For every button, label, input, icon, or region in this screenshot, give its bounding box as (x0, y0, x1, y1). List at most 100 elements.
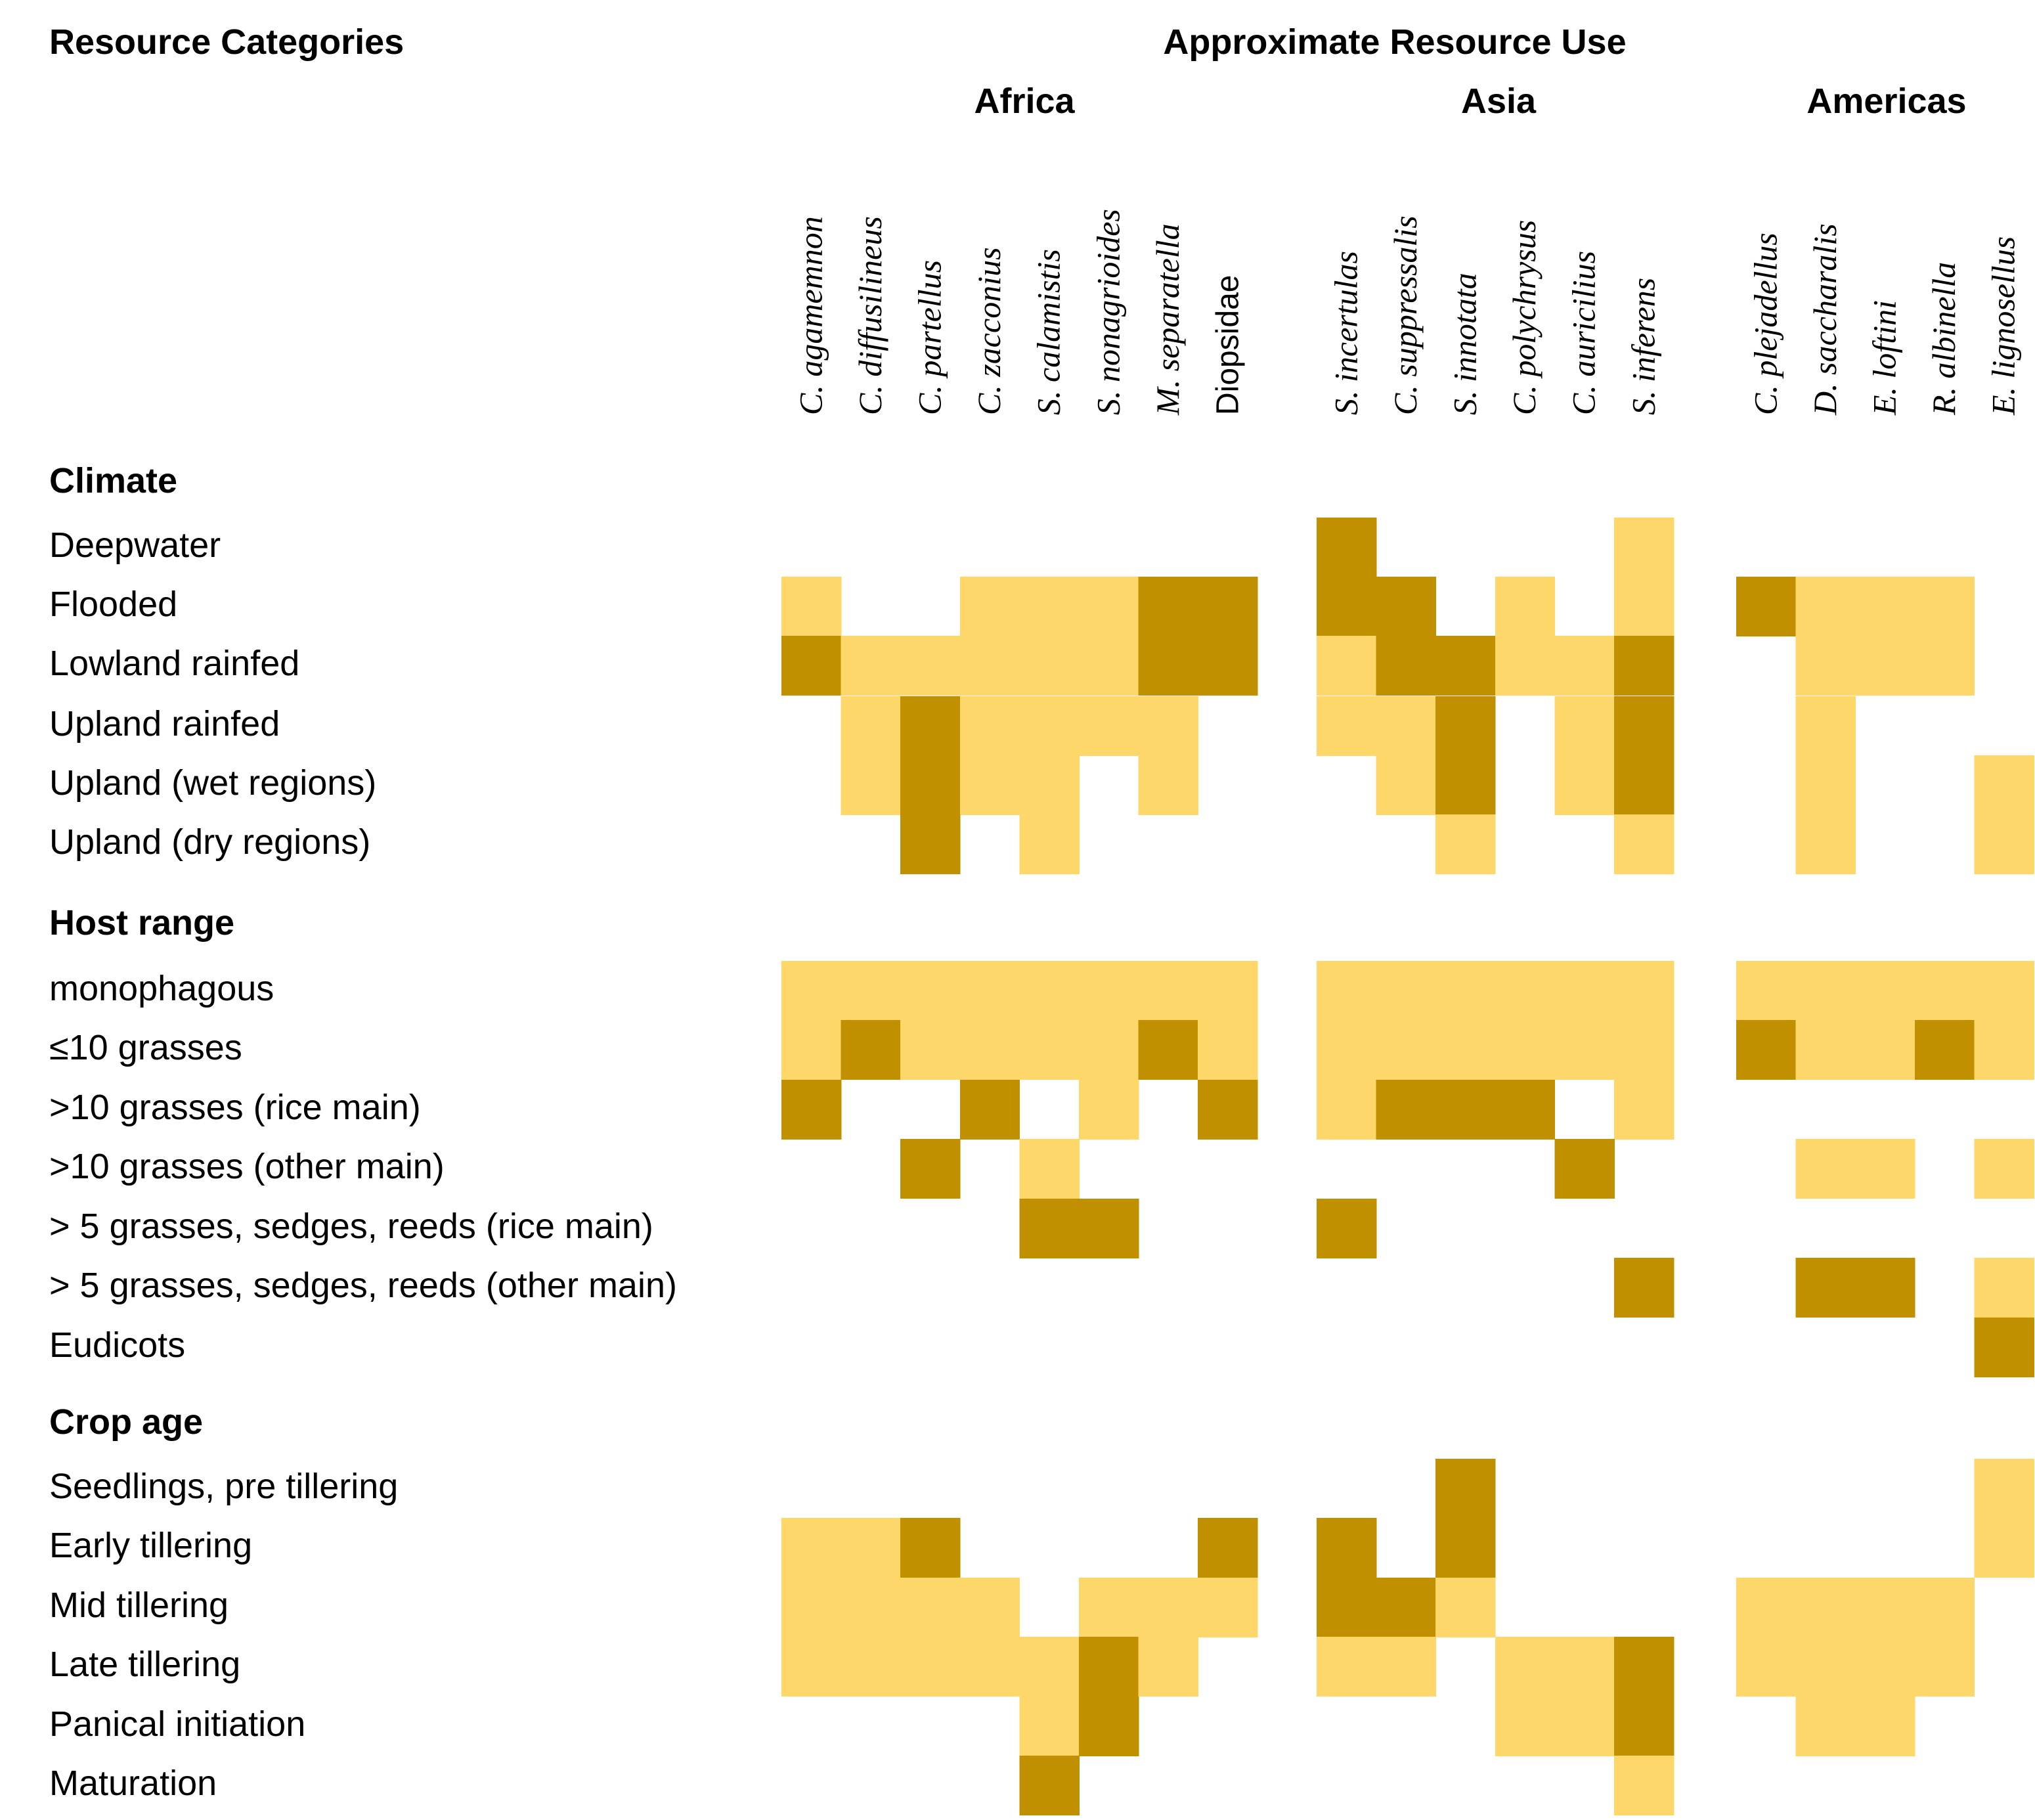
species-label-s-inferens: S. inferens (1625, 278, 1661, 415)
species-label-c-auricilius: C. auricilius (1565, 251, 1602, 415)
heatmap-cell (1795, 636, 1856, 696)
heatmap-cell (1317, 1578, 1377, 1637)
heatmap-cell (1435, 1578, 1496, 1637)
heatmap-cell (841, 755, 901, 815)
heatmap-cell (1317, 1637, 1377, 1697)
heatmap-cell (1795, 577, 1856, 636)
row-label-monophagous: monophagous (49, 969, 274, 1008)
heatmap-cell (1614, 961, 1674, 1021)
heatmap-cell (959, 755, 1020, 815)
heatmap-cell (900, 961, 961, 1021)
heatmap-cell (1855, 961, 1915, 1021)
heatmap-cell (1317, 1020, 1377, 1080)
heatmap-cell (1855, 1637, 1915, 1697)
heatmap-cell (1614, 1637, 1674, 1697)
heatmap-cell (1614, 1080, 1674, 1140)
heatmap-cell (1435, 1020, 1496, 1080)
heatmap-cell (1795, 1578, 1856, 1637)
heatmap-cell (1376, 1637, 1436, 1697)
heatmap-cell (781, 636, 842, 696)
heatmap-cell (1019, 814, 1080, 874)
species-label-s-nonagrioides: S. nonagrioides (1089, 209, 1126, 415)
row-label-panical-initiation: Panical initiation (49, 1704, 305, 1744)
heatmap-cell (1554, 696, 1615, 756)
heatmap-cell (1736, 577, 1797, 636)
heatmap-cell (1435, 636, 1496, 696)
heatmap-cell (1855, 577, 1915, 636)
region-label-americas: Americas (1806, 81, 1966, 121)
heatmap-cell (1376, 1578, 1436, 1637)
heatmap-cell (1317, 1199, 1377, 1258)
heatmap-cell (1495, 1080, 1556, 1140)
heatmap-cell (1198, 1518, 1258, 1578)
heatmap-cell (1079, 961, 1139, 1021)
group-header-climate: Climate (49, 461, 177, 500)
heatmap-cell (1317, 961, 1377, 1021)
heatmap-cell (1795, 1020, 1856, 1080)
species-label-c-agamemnon: C. agamemnon (792, 216, 829, 415)
heatmap-cell (1974, 1258, 2034, 1318)
heatmap-cell (1138, 961, 1198, 1021)
heatmap-cell (1317, 577, 1377, 636)
heatmap-cell (1974, 814, 2034, 874)
heatmap-cell (1855, 1697, 1915, 1756)
heatmap-cell (1198, 1020, 1258, 1080)
heatmap-cell (1019, 636, 1080, 696)
row-label-flooded: Flooded (49, 585, 177, 624)
heatmap-cell (959, 1080, 1020, 1140)
heatmap-cell (1376, 961, 1436, 1021)
region-label-africa: Africa (974, 81, 1075, 121)
heatmap-cell (1795, 1258, 1856, 1318)
row-label-10-grasses: ≤10 grasses (49, 1028, 242, 1067)
row-label-eudicots: Eudicots (49, 1325, 185, 1365)
group-header-host-range: Host range (49, 903, 234, 943)
heatmap-cell (1914, 1637, 1975, 1697)
row-label-maturation: Maturation (49, 1764, 217, 1803)
heatmap-cell (1435, 755, 1496, 815)
heatmap-cell (1019, 755, 1080, 815)
row-label-upland-rainfed: Upland rainfed (49, 704, 280, 744)
heatmap-cell (1495, 961, 1556, 1021)
heatmap-cell (1435, 961, 1496, 1021)
species-label-m-separatella: M. separatella (1149, 223, 1186, 416)
heatmap-cell (781, 577, 842, 636)
heatmap-cell (1198, 1578, 1258, 1637)
heatmap-cell (1614, 636, 1674, 696)
row-label-5-grasses-sedges-reeds-rice-main: > 5 grasses, sedges, reeds (rice main) (49, 1207, 653, 1246)
heatmap-cell (1795, 814, 1856, 874)
heatmap-cell (1554, 636, 1615, 696)
species-label-s-calamistis: S. calamistis (1030, 249, 1067, 415)
heatmap-cell (1019, 1637, 1080, 1697)
approximate-resource-use-header: Approximate Resource Use (1163, 22, 1626, 62)
heatmap-cell (959, 1020, 1020, 1080)
heatmap-cell (1554, 755, 1615, 815)
heatmap-cell (1974, 1459, 2034, 1519)
heatmap-cell (1376, 636, 1436, 696)
heatmap-cell (1795, 1697, 1856, 1756)
heatmap-cell (1079, 636, 1139, 696)
species-label-e-lignosellus: E. lignosellus (1985, 236, 2022, 416)
heatmap-cell (1138, 696, 1198, 756)
row-label-10-grasses-other-main: >10 grasses (other main) (49, 1147, 445, 1186)
heatmap-cell (1079, 1637, 1139, 1697)
region-label-asia: Asia (1461, 81, 1537, 121)
heatmap-cell (1914, 961, 1975, 1021)
species-label-c-zacconius: C. zacconius (971, 247, 1007, 415)
heatmap-cell (900, 814, 961, 874)
heatmap-cell (1317, 696, 1377, 756)
heatmap-cell (1554, 1139, 1615, 1199)
heatmap-cell (841, 636, 901, 696)
heatmap-cell (1795, 755, 1856, 815)
heatmap-cell (1914, 1578, 1975, 1637)
row-label-upland-dry-regions: Upland (dry regions) (49, 822, 370, 862)
heatmap-cell (1914, 577, 1975, 636)
heatmap-cell (781, 1637, 842, 1697)
heatmap-cell (959, 961, 1020, 1021)
row-label-early-tillering: Early tillering (49, 1526, 252, 1565)
heatmap-cell (1974, 1020, 2034, 1080)
heatmap-cell (1614, 1697, 1674, 1756)
heatmap-cell (1138, 1020, 1198, 1080)
heatmap-cell (781, 961, 842, 1021)
heatmap-cell (1376, 577, 1436, 636)
heatmap-cell (959, 1578, 1020, 1637)
